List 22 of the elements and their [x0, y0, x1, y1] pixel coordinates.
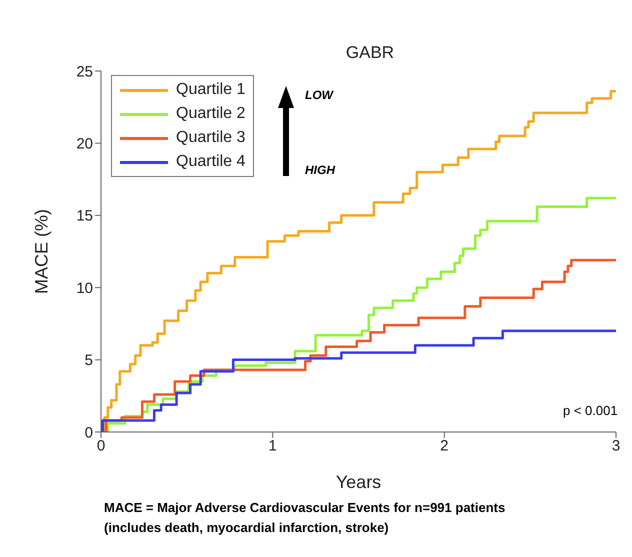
legend-label: Quartile 2: [176, 104, 246, 124]
x-tick-label: 3: [612, 438, 620, 455]
legend-label: Quartile 4: [176, 152, 246, 172]
y-tick-label: 20: [76, 136, 93, 153]
annotation: HIGH: [305, 163, 335, 177]
y-tick-label: 25: [76, 63, 93, 80]
x-tick-label: 2: [440, 438, 449, 455]
y-tick-label: 15: [76, 208, 93, 225]
y-tick-label: 5: [84, 352, 93, 370]
chart-title: GABR: [346, 43, 394, 62]
y-axis-title: MACE (%): [31, 209, 52, 294]
x-tick-label: 1: [268, 438, 277, 455]
legend-label: Quartile 3: [176, 128, 246, 148]
legend-label: Quartile 1: [176, 80, 246, 100]
y-tick-label: 0: [84, 424, 93, 442]
annotation: p < 0.001: [563, 403, 618, 418]
x-tick-label: 0: [96, 438, 106, 455]
annotation: LOW: [305, 88, 333, 102]
text: MACE = Major Adverse Cardiovascular Events for n=991 patients: [104, 499, 506, 517]
x-axis-title: Years: [336, 472, 382, 492]
y-tick-label: 10: [76, 280, 93, 297]
text: (includes death, myocardial infarction, stroke): [104, 519, 390, 537]
